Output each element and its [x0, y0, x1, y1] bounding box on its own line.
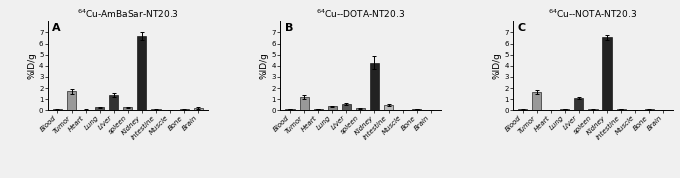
Bar — [384, 105, 393, 110]
Bar — [532, 92, 541, 110]
Text: B: B — [285, 23, 293, 33]
Bar — [356, 108, 365, 110]
Bar — [180, 109, 188, 110]
Bar — [53, 109, 62, 110]
Bar — [370, 62, 379, 110]
Bar — [342, 104, 351, 110]
Bar — [617, 109, 626, 110]
Y-axis label: %ID/g: %ID/g — [492, 53, 501, 79]
Text: C: C — [517, 23, 526, 33]
Bar — [95, 107, 104, 110]
Bar — [137, 36, 146, 110]
Bar — [123, 107, 133, 110]
Text: $^{64}$Cu-AmBaSar-NT20.3: $^{64}$Cu-AmBaSar-NT20.3 — [77, 8, 179, 20]
Y-axis label: %ID/g: %ID/g — [27, 53, 36, 79]
Bar — [518, 109, 527, 110]
Bar — [313, 109, 323, 110]
Bar — [575, 98, 583, 110]
Bar — [109, 95, 118, 110]
Bar — [645, 109, 654, 110]
Bar — [328, 106, 337, 110]
Bar — [602, 38, 611, 110]
Text: A: A — [52, 23, 61, 33]
Bar — [194, 108, 203, 110]
Text: $^{64}$Cu--NOTA-NT20.3: $^{64}$Cu--NOTA-NT20.3 — [549, 8, 638, 20]
Y-axis label: %ID/g: %ID/g — [260, 53, 269, 79]
Bar — [67, 91, 76, 110]
Text: $^{64}$Cu--DOTA-NT20.3: $^{64}$Cu--DOTA-NT20.3 — [316, 8, 405, 20]
Bar — [412, 109, 421, 110]
Bar — [560, 109, 569, 110]
Bar — [152, 109, 160, 110]
Bar — [286, 109, 294, 110]
Bar — [300, 97, 309, 110]
Bar — [588, 109, 598, 110]
